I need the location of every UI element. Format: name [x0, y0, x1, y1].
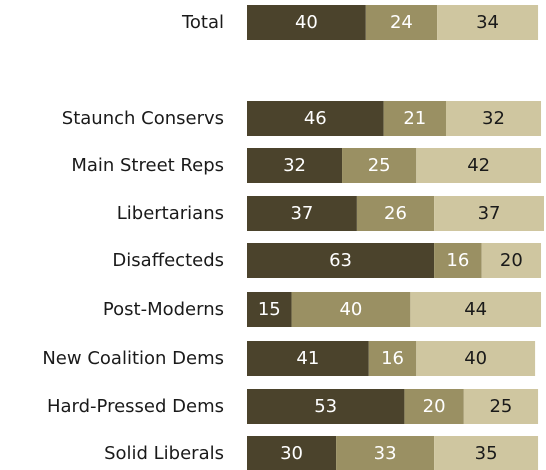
value-label-new-coalition-dems-segment-2: 16	[381, 348, 404, 369]
value-label-hard-pressed-dems-segment-1: 53	[314, 396, 337, 417]
bar-post-moderns-segment-1	[247, 292, 292, 327]
value-label-libertarians-segment-3: 37	[478, 203, 501, 224]
value-label-post-moderns-segment-2: 40	[339, 299, 362, 320]
value-label-disaffecteds-segment-1: 63	[329, 250, 352, 271]
value-label-disaffecteds-segment-3: 20	[500, 250, 523, 271]
category-label-main-street-reps: Main Street Reps	[71, 155, 224, 176]
plot-area: Total 40 24 34 Staunch Conservs 46 21 32 Main St…	[42, 5, 544, 470]
bar-new-coalition-dems-segment-3	[416, 341, 536, 376]
value-label-main-street-reps-segment-1: 32	[283, 155, 306, 176]
bar-main-street-reps-segment-1	[247, 148, 343, 183]
bar-post-moderns-segment-3	[410, 292, 542, 327]
bar-libertarians-segment-1	[247, 196, 357, 231]
bar-total-segment-1	[247, 5, 366, 40]
bar-total-segment-3	[437, 5, 539, 40]
bar-hard-pressed-dems-segment-3	[463, 389, 539, 424]
bar-solid-liberals-segment-3	[434, 436, 539, 470]
value-label-hard-pressed-dems-segment-2: 20	[423, 396, 446, 417]
bar-main-street-reps-segment-2	[342, 148, 417, 183]
value-label-main-street-reps-segment-2: 25	[368, 155, 391, 176]
bar-post-moderns-segment-2	[291, 292, 411, 327]
bar-hard-pressed-dems-segment-1	[247, 389, 405, 424]
bar-disaffecteds-segment-3	[481, 243, 542, 278]
value-label-total-segment-3: 34	[476, 12, 499, 33]
bar-solid-liberals-segment-1	[247, 436, 337, 470]
bar-libertarians-segment-2	[356, 196, 435, 231]
bar-staunch-conservs-segment-2	[383, 101, 446, 136]
category-label-hard-pressed-dems: Hard-Pressed Dems	[47, 396, 224, 417]
value-label-staunch-conservs-segment-1: 46	[304, 108, 327, 129]
value-label-staunch-conservs-segment-3: 32	[482, 108, 505, 129]
value-label-post-moderns-segment-1: 15	[258, 299, 281, 320]
value-label-libertarians-segment-2: 26	[384, 203, 407, 224]
bar-main-street-reps-segment-3	[416, 148, 542, 183]
value-label-solid-liberals-segment-3: 35	[475, 443, 498, 464]
bar-hard-pressed-dems-segment-2	[404, 389, 464, 424]
bar-disaffecteds-segment-1	[247, 243, 435, 278]
bar-new-coalition-dems-segment-2	[368, 341, 417, 376]
bar-staunch-conservs-segment-3	[445, 101, 542, 136]
value-label-total-segment-1: 40	[295, 12, 318, 33]
value-label-main-street-reps-segment-3: 42	[467, 155, 490, 176]
value-label-solid-liberals-segment-1: 30	[280, 443, 303, 464]
bar-staunch-conservs-segment-1	[247, 101, 384, 136]
category-label-staunch-conservs: Staunch Conservs	[62, 108, 224, 129]
category-label-disaffecteds: Disaffecteds	[112, 250, 224, 271]
value-label-solid-liberals-segment-2: 33	[374, 443, 397, 464]
value-label-new-coalition-dems-segment-1: 41	[296, 348, 319, 369]
value-label-total-segment-2: 24	[390, 12, 413, 33]
category-label-total: Total	[181, 12, 224, 33]
value-label-disaffecteds-segment-2: 16	[446, 250, 469, 271]
value-label-post-moderns-segment-3: 44	[464, 299, 487, 320]
bar-solid-liberals-segment-2	[336, 436, 435, 470]
category-label-solid-liberals: Solid Liberals	[104, 443, 224, 464]
category-label-libertarians: Libertarians	[117, 203, 224, 224]
category-label-new-coalition-dems: New Coalition Dems	[42, 348, 224, 369]
bar-libertarians-segment-3	[434, 196, 544, 231]
value-label-hard-pressed-dems-segment-3: 25	[489, 396, 512, 417]
bar-disaffecteds-segment-2	[434, 243, 482, 278]
value-label-staunch-conservs-segment-2: 21	[403, 108, 426, 129]
value-label-libertarians-segment-1: 37	[290, 203, 313, 224]
value-label-new-coalition-dems-segment-3: 40	[464, 348, 487, 369]
bar-new-coalition-dems-segment-1	[247, 341, 369, 376]
bar-total-segment-2	[365, 5, 438, 40]
category-label-post-moderns: Post-Moderns	[103, 299, 224, 320]
